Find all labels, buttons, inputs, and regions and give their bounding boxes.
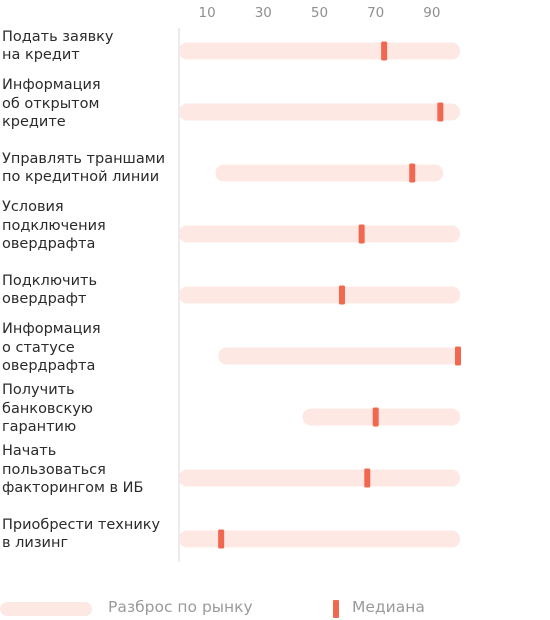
range-bar: [179, 103, 460, 121]
median-marker: [455, 346, 461, 366]
x-tick-label: 70: [367, 5, 384, 21]
legend-median-swatch: [333, 600, 339, 618]
category-label: Приобрести технику в лизинг: [2, 516, 161, 552]
category-label: Управлять траншами по кредитной линии: [2, 150, 166, 186]
category-label: Информация о статусе овердрафта: [2, 321, 101, 375]
x-tick-labels: 10 30 50 70 90: [199, 5, 441, 21]
category-label: Начать пользоваться факторингом в ИБ: [2, 443, 144, 497]
x-tick-label: 30: [255, 5, 272, 21]
median-marker: [372, 407, 379, 427]
range-bar: [179, 42, 460, 60]
median-marker: [358, 224, 365, 244]
legend-range-swatch: [0, 602, 92, 616]
median-marker: [218, 529, 225, 549]
category-label: Подать заявку на кредит: [2, 28, 114, 64]
range-bar: [179, 469, 460, 487]
range-bar: [179, 225, 460, 243]
category-label: Подключить овердрафт: [2, 272, 98, 308]
category-label: Получить банковскую гарантию: [2, 382, 94, 436]
x-tick-label: 10: [199, 5, 216, 21]
legend-range-label: Разброс по рынку: [108, 598, 253, 616]
range-bar: [218, 347, 460, 365]
median-marker: [437, 102, 444, 122]
median-markers: [218, 41, 461, 549]
range-bars: [179, 42, 460, 548]
category-label: Информация об открытом кредите: [2, 77, 101, 131]
range-bar: [215, 164, 444, 182]
x-tick-label: 50: [311, 5, 328, 21]
median-marker: [338, 285, 345, 305]
median-marker: [409, 163, 416, 183]
x-tick-label: 90: [423, 5, 440, 21]
legend-median-label: Медиана: [352, 598, 425, 616]
median-marker: [381, 41, 388, 61]
median-marker: [364, 468, 371, 488]
range-bar: [179, 530, 460, 548]
range-bar: [302, 408, 460, 426]
range-bar: [179, 286, 460, 304]
category-label: Условия подключения овердрафта: [2, 199, 106, 253]
chart-canvas: 10 30 50 70 90: [178, 5, 461, 562]
